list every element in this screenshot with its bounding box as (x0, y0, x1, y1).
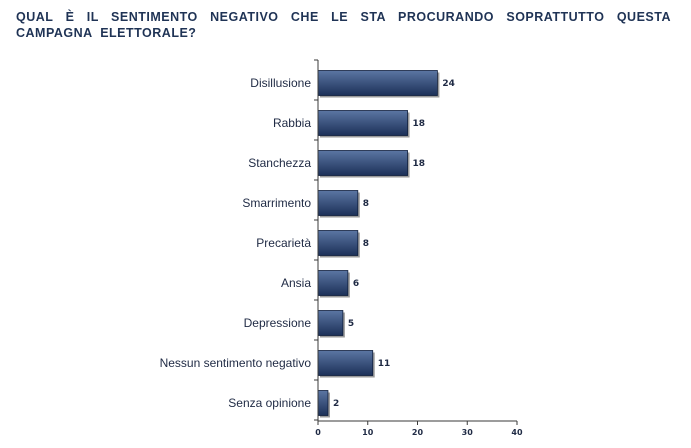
bar (317, 270, 349, 296)
category-label: Disillusione (250, 76, 311, 90)
category-label: Senza opinione (228, 396, 311, 410)
category-label: Depressione (244, 316, 312, 330)
x-tick-label: 0 (315, 428, 321, 437)
value-label: 8 (363, 199, 369, 209)
category-label: Smarrimento (242, 196, 311, 210)
value-label: 5 (348, 319, 354, 329)
category-label: Nessun sentimento negativo (160, 356, 312, 370)
bar (317, 150, 408, 176)
category-label: Precarietà (256, 236, 311, 250)
value-label: 11 (378, 359, 391, 369)
labels: Disillusione 24 Rabbia 18 Stanchezza 18 Smarri… (160, 76, 523, 437)
bar (317, 390, 329, 416)
bar (317, 230, 359, 256)
chart-title: QUAL È IL SENTIMENTO NEGATIVO CHE LE STA… (16, 10, 671, 40)
category-label: Stanchezza (248, 156, 311, 170)
category-label: Rabbia (273, 116, 311, 130)
bars (317, 70, 438, 416)
value-label: 6 (353, 279, 359, 289)
x-tick-label: 10 (362, 428, 374, 437)
value-label: 18 (413, 159, 426, 169)
x-tick-label: 30 (462, 428, 474, 437)
value-label: 18 (413, 119, 426, 129)
bar (317, 350, 374, 376)
category-label: Ansia (281, 276, 311, 290)
bar (317, 310, 344, 336)
axes (314, 59, 518, 425)
bar (317, 70, 438, 96)
x-tick-label: 20 (412, 428, 424, 437)
value-label: 8 (363, 239, 369, 249)
x-tick-label: 40 (511, 428, 523, 437)
value-label: 24 (442, 79, 455, 89)
value-label: 2 (333, 399, 339, 409)
bar (317, 190, 359, 216)
bar (317, 110, 408, 136)
